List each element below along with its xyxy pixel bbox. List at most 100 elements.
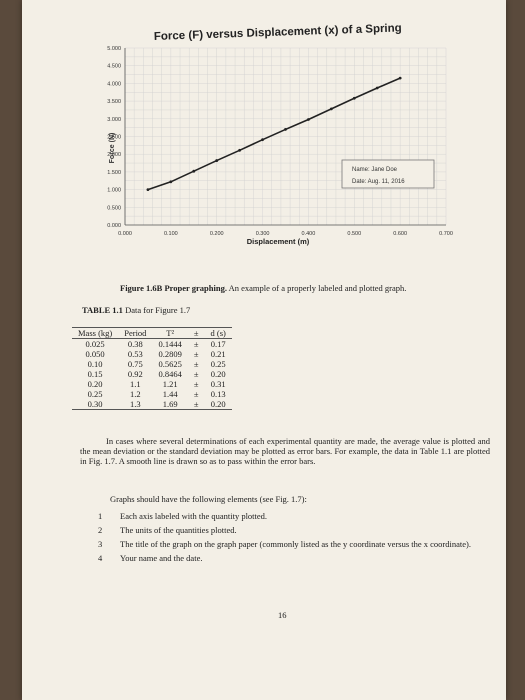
data-point xyxy=(146,188,150,192)
figure-caption-text: An example of a properly labeled and plo… xyxy=(226,283,407,293)
chart-grid xyxy=(124,47,447,226)
cell-plus-minus: ± xyxy=(187,399,205,410)
cell-period: 1.1 xyxy=(130,379,141,389)
table-row: 0.20 1.1 1.21 ±0.31 xyxy=(72,379,232,389)
cell-period: 0.38 xyxy=(127,339,143,349)
x-axis-label: Displacement (m) xyxy=(247,237,310,246)
x-tick-labels: 0.000 0.100 0.200 0.300 0.400 0.500 0.600 0.700 xyxy=(118,231,453,237)
date-label: Date: Aug. 11, 2016 xyxy=(352,179,405,185)
table-row: 0.025 0.38 0.1444 ±0.17 xyxy=(72,339,232,350)
x-tick-label: 0.500 xyxy=(347,231,361,237)
data-point xyxy=(329,107,333,111)
header-t-squared: T² xyxy=(152,327,188,339)
cell-plus-minus: ± xyxy=(193,339,199,349)
y-tick-label: 1.500 xyxy=(107,170,121,176)
data-point xyxy=(215,159,219,162)
list-item-text: The units of the quantities plotted. xyxy=(120,525,237,535)
cell-deviation: 0.31 xyxy=(210,379,226,389)
y-tick-label: 4.000 xyxy=(107,81,121,87)
cell-mass: 0.15 xyxy=(87,369,103,379)
cell-deviation: 0.20 xyxy=(210,369,226,379)
y-tick-label: 4.500 xyxy=(107,64,121,70)
figure-caption: Figure 1.6B Proper graphing. An example … xyxy=(120,283,406,293)
y-axis-label: Force (N) xyxy=(109,133,116,164)
cell-period: 1.3 xyxy=(118,399,153,410)
cell-plus-minus: ± xyxy=(193,359,199,369)
y-tick-label: 0.000 xyxy=(107,223,121,229)
list-item-text: Your name and the date. xyxy=(120,553,203,563)
cell-plus-minus: ± xyxy=(193,389,199,399)
cell-mass: 0.10 xyxy=(87,359,103,369)
figure-caption-bold: Figure 1.6B Proper graphing. xyxy=(120,283,227,293)
table-row: 0.10 0.75 0.5625 ±0.25 xyxy=(72,359,232,369)
data-point xyxy=(169,180,173,184)
cell-plus-minus: ± xyxy=(193,379,199,389)
data-point xyxy=(261,138,264,142)
cell-t-squared: 0.5625 xyxy=(158,359,182,369)
body-paragraph: In cases where several determinations of… xyxy=(80,436,490,466)
name-date-box: Name: Jane Doe Date: Aug. 11, 2016 xyxy=(341,159,435,189)
cell-mass: 0.30 xyxy=(72,399,119,410)
data-point xyxy=(307,118,310,121)
header-plus-minus: ± xyxy=(187,327,205,339)
y-tick-label: 3.500 xyxy=(107,99,121,105)
header-mass: Mass (kg) xyxy=(72,327,119,339)
cell-mass: 0.025 xyxy=(85,339,105,349)
cell-t-squared: 1.21 xyxy=(162,379,178,389)
table-title: TABLE 1.1 Data for Figure 1.7 xyxy=(82,305,190,315)
chart-series xyxy=(146,76,402,192)
list-item: 2 The units of the quantities plotted. xyxy=(80,525,490,536)
table-row: 0.25 1.2 1.44 ±0.13 xyxy=(72,389,232,399)
y-tick-label: 1.000 xyxy=(107,188,121,194)
cell-mass: 0.25 xyxy=(87,389,103,399)
data-point xyxy=(284,128,287,131)
cell-deviation: 0.13 xyxy=(210,389,226,399)
cell-t-squared: 0.1444 xyxy=(158,339,182,349)
x-tick-label: 0.200 xyxy=(210,231,224,237)
page-number: 16 xyxy=(278,610,287,620)
x-tick-label: 0.100 xyxy=(164,231,178,237)
cell-period: 0.75 xyxy=(127,359,143,369)
x-tick-label: 0.000 xyxy=(118,231,132,237)
cell-deviation: 0.17 xyxy=(210,339,226,349)
y-tick-label: 2.500 xyxy=(107,135,121,141)
cell-mass: 0.050 xyxy=(85,349,105,359)
name-label: Name: Jane Doe xyxy=(352,167,398,173)
y-tick-label: 3.000 xyxy=(107,117,121,123)
textbook-page: 0.000 0.500 1.000 1.500 2.000 2.500 3.000 3.500… xyxy=(22,0,506,700)
list-item: 3 The title of the graph on the graph pa… xyxy=(80,539,490,550)
data-table: Mass (kg) Period T² ± d (s) 0.025 0.38 0.1… xyxy=(72,327,232,410)
cell-plus-minus: ± xyxy=(193,369,199,379)
table-row: 0.15 0.92 0.8464 ±0.20 xyxy=(72,369,232,379)
data-point xyxy=(398,76,402,80)
force-displacement-chart: 0.000 0.500 1.000 1.500 2.000 2.500 3.000 3.500… xyxy=(107,22,453,246)
list-item-number: 1 xyxy=(98,511,103,521)
x-tick-label: 0.300 xyxy=(256,231,270,237)
data-point xyxy=(192,169,196,173)
table-header-row: Mass (kg) Period T² ± d (s) xyxy=(72,327,232,339)
header-deviation: d (s) xyxy=(204,327,232,339)
list-item: 1 Each axis labeled with the quantity pl… xyxy=(80,511,490,522)
y-tick-label: 5.000 xyxy=(107,46,121,52)
x-tick-label: 0.600 xyxy=(393,231,407,237)
list-item-number: 3 xyxy=(98,539,103,549)
chart-title: Force (F) versus Displacement (x) of a S… xyxy=(154,22,402,43)
chart-axes xyxy=(124,48,446,226)
cell-plus-minus: ± xyxy=(193,349,199,359)
x-tick-label: 0.400 xyxy=(302,231,316,237)
table-row: 0.30 1.3 1.69 ±0.20 xyxy=(72,399,232,410)
cell-t-squared: 0.8464 xyxy=(158,369,182,379)
y-tick-label: 2.000 xyxy=(107,152,121,158)
elements-list: 1 Each axis labeled with the quantity pl… xyxy=(80,511,490,567)
list-item-text: The title of the graph on the graph pape… xyxy=(120,539,471,549)
cell-period: 0.92 xyxy=(127,369,143,379)
data-point xyxy=(238,148,242,152)
cell-t-squared: 1.69 xyxy=(152,399,188,410)
list-item-text: Each axis labeled with the quantity plot… xyxy=(120,511,268,521)
data-point xyxy=(352,96,356,100)
table-row: 0.050 0.53 0.2809 ±0.21 xyxy=(72,349,232,359)
header-period: Period xyxy=(118,327,153,339)
cell-period: 1.2 xyxy=(130,389,141,399)
list-item: 4 Your name and the date. xyxy=(80,553,490,564)
cell-mass: 0.20 xyxy=(87,379,103,389)
